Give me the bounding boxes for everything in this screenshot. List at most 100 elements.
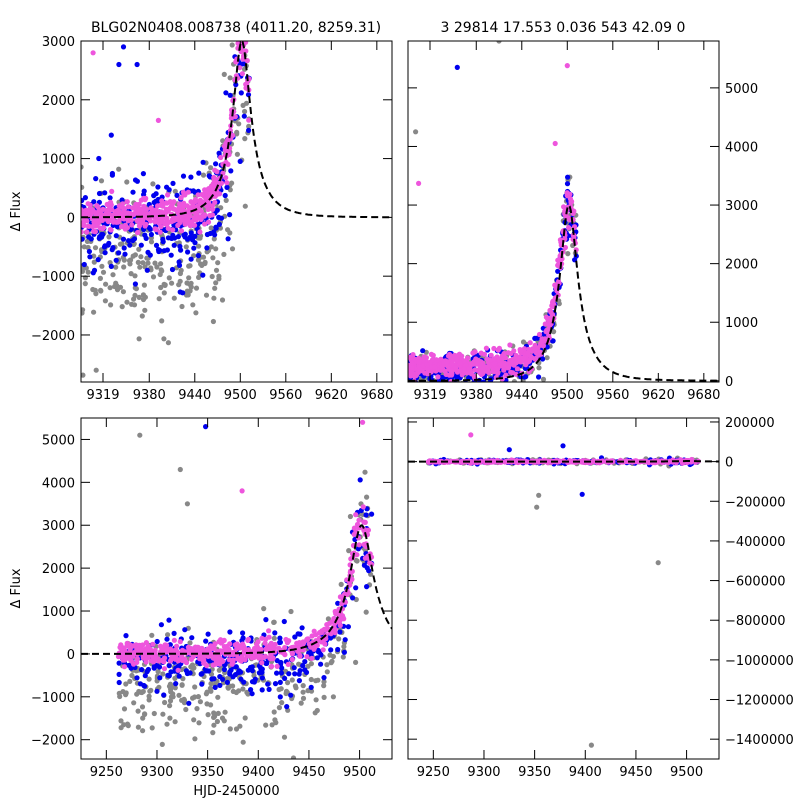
point-moa <box>81 261 87 268</box>
point-kmt <box>361 519 367 525</box>
point-moa <box>188 174 194 180</box>
point-moa <box>355 546 361 552</box>
point-moa <box>555 268 561 274</box>
ytick-label: −200000 <box>725 495 786 510</box>
point-kmt <box>289 656 295 663</box>
point-moa <box>263 617 269 623</box>
point-ogle <box>211 295 217 301</box>
point-kmt <box>92 229 98 235</box>
point-kmt <box>121 205 127 212</box>
point-moa <box>550 338 556 344</box>
point-outlier <box>454 64 460 70</box>
point-kmt <box>109 207 115 213</box>
point-ogle <box>160 711 166 717</box>
point-moa <box>140 171 146 177</box>
xtick-label: 9350 <box>191 765 224 780</box>
point-ogle <box>167 703 173 709</box>
point-ogle <box>167 698 174 704</box>
point-ogle <box>281 734 288 740</box>
point-kmt <box>134 659 140 666</box>
ytick-label: 3000 <box>42 519 75 534</box>
point-moa <box>107 195 113 201</box>
point-kmt <box>108 199 114 205</box>
point-kmt <box>332 630 338 636</box>
point-ogle <box>215 694 221 700</box>
point-ogle <box>150 274 157 280</box>
point-kmt <box>478 350 484 356</box>
point-ogle <box>243 11 248 16</box>
title-right: 3 29814 17.553 0.036 543 42.09 0 <box>441 20 686 36</box>
point-moa <box>264 660 270 667</box>
point-ogle <box>300 689 306 695</box>
point-kmt <box>286 638 292 644</box>
point-kmt <box>225 137 232 143</box>
point-ogle <box>81 307 86 313</box>
point-kmt <box>159 644 165 651</box>
xtick-label: 9560 <box>596 388 629 403</box>
point-moa <box>241 11 246 16</box>
xtick-label: 9440 <box>178 388 211 403</box>
point-ogle <box>215 710 221 717</box>
point-moa <box>205 631 211 637</box>
point-ogle <box>213 267 220 273</box>
point-ogle <box>127 261 133 267</box>
point-kmt <box>431 364 438 370</box>
point-kmt <box>416 366 423 372</box>
point-moa <box>523 374 529 380</box>
point-moa <box>236 668 242 674</box>
point-ogle <box>236 121 242 127</box>
point-ogle <box>271 619 277 625</box>
point-kmt <box>214 661 221 667</box>
point-kmt <box>132 210 138 217</box>
point-kmt <box>271 646 277 652</box>
point-ogle <box>148 687 154 694</box>
point-kmt <box>507 342 513 348</box>
point-ogle <box>223 197 229 203</box>
point-ogle <box>346 548 352 554</box>
point-kmt <box>316 635 322 641</box>
point-kmt <box>190 202 196 208</box>
point-moa <box>369 511 375 517</box>
point-kmt <box>159 198 165 204</box>
point-outlier <box>116 61 122 68</box>
point-kmt <box>115 207 121 213</box>
point-moa <box>132 281 138 287</box>
point-ogle <box>362 469 368 475</box>
point-outlier <box>588 742 595 748</box>
point-ogle <box>192 736 198 742</box>
point-ogle <box>193 285 200 291</box>
point-ogle <box>347 513 353 520</box>
point-moa <box>216 221 222 227</box>
point-ogle <box>136 336 142 342</box>
xtick-label: 9300 <box>467 765 500 780</box>
point-ogle <box>118 718 124 724</box>
ytick-label: −1000 <box>31 691 75 706</box>
point-moa <box>353 585 359 591</box>
point-ogle <box>210 255 216 261</box>
point-kmt <box>218 637 224 643</box>
point-moa <box>185 249 191 255</box>
point-ogle <box>315 677 321 683</box>
point-kmt <box>84 229 90 235</box>
point-moa <box>166 673 172 679</box>
point-kmt <box>353 512 359 518</box>
point-moa <box>86 248 92 255</box>
point-kmt <box>416 359 422 365</box>
point-ogle <box>242 203 248 209</box>
point-moa <box>153 242 160 248</box>
point-moa <box>96 155 102 162</box>
point-kmt <box>136 647 142 653</box>
point-kmt <box>246 117 252 123</box>
point-ogle <box>511 379 517 382</box>
point-moa <box>223 90 229 96</box>
point-ogle <box>242 715 248 721</box>
point-kmt <box>189 220 195 226</box>
point-kmt <box>514 366 521 372</box>
point-moa <box>141 188 147 194</box>
point-kmt <box>120 216 127 222</box>
point-kmt <box>175 222 181 228</box>
point-ogle <box>152 260 158 266</box>
point-ogle <box>179 303 185 310</box>
point-outlier <box>552 140 558 147</box>
point-ogle <box>363 609 369 615</box>
